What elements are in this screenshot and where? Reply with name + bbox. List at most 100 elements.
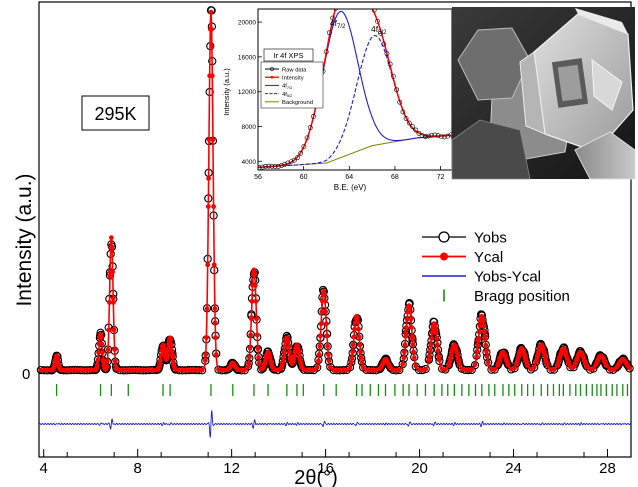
xps-peak-label: 4f5/2 xyxy=(371,24,387,36)
ycal-point xyxy=(55,358,61,363)
x-tick-label: 16 xyxy=(317,460,334,477)
ycal-point xyxy=(411,349,417,355)
xps-raw-data-point xyxy=(323,49,329,55)
ycal-point xyxy=(112,347,118,352)
ycal-point xyxy=(357,342,363,348)
legend-label: Ycal xyxy=(474,249,503,266)
ycal-point xyxy=(402,342,408,348)
xps-raw-data-point xyxy=(429,132,435,138)
xps-raw-data-point xyxy=(442,134,447,140)
xps-legend-item: Intensity xyxy=(265,76,304,82)
xps-raw-data-point xyxy=(259,164,265,170)
ycal-point xyxy=(123,367,129,373)
sem-image xyxy=(451,7,636,180)
ycal-point xyxy=(296,349,302,355)
xps-legend: Raw data Intensity 4f7/2 4f5/2 Background xyxy=(260,61,324,109)
xps-x-tick-label: 56 xyxy=(254,174,262,181)
xps-legend-label: 4f5/2 xyxy=(282,92,293,98)
xps-raw-data-point xyxy=(413,127,419,133)
ycal-point xyxy=(204,306,210,312)
ycal-point xyxy=(433,326,438,331)
ycal-point xyxy=(99,341,105,347)
ycal-point xyxy=(213,352,219,357)
ycal-point xyxy=(484,354,490,359)
ycal-point xyxy=(349,355,355,361)
x-tick-label: 24 xyxy=(505,460,522,477)
main-y-axis-label: Intensity (a.u.) xyxy=(13,173,36,306)
ycal-point xyxy=(105,347,111,352)
xps-raw-data-point xyxy=(311,114,316,119)
xps-raw-data-point xyxy=(384,51,390,57)
xps-raw-data-point xyxy=(422,134,428,139)
ycal-point xyxy=(484,348,489,354)
ycal-point xyxy=(326,358,332,364)
ycal-point xyxy=(189,367,195,373)
ycal-point xyxy=(165,346,171,351)
xps-title-box: Ir 4f XPS xyxy=(263,48,314,62)
ycal-point xyxy=(256,354,261,360)
main-plot-frame xyxy=(38,1,632,458)
ycal-point xyxy=(64,367,70,373)
xps-raw-data-point xyxy=(400,109,406,115)
xps-intensity-curve xyxy=(258,9,452,169)
ycal-point xyxy=(358,355,364,361)
ycal-point xyxy=(584,364,590,369)
ycal-point xyxy=(127,367,133,373)
ycal-point xyxy=(170,354,176,360)
xps-y-tick-label: 4000 xyxy=(242,159,257,166)
ycal-point xyxy=(472,362,478,368)
x-tick-label: 4 xyxy=(40,460,48,477)
ycal-point xyxy=(287,354,293,360)
xps-raw-data-point xyxy=(327,30,332,36)
ycal-point xyxy=(324,333,330,339)
ycal-point xyxy=(512,365,517,371)
ycal-point xyxy=(344,367,350,373)
ycal-point xyxy=(206,137,212,143)
xps-raw-data-point xyxy=(378,30,383,36)
ycal-point xyxy=(211,204,216,209)
ycal-point xyxy=(170,360,176,365)
ycal-point xyxy=(249,298,255,304)
ycal-point xyxy=(81,367,87,373)
xps-legend-item: 4f5/2 xyxy=(265,92,293,98)
xps-raw-data-point xyxy=(301,144,307,149)
ycal-point xyxy=(413,363,419,369)
ycal-point xyxy=(203,352,209,357)
xps-raw-data-point xyxy=(307,125,313,131)
ycal-point xyxy=(321,291,327,297)
ycal-point xyxy=(426,357,432,363)
ycal-point xyxy=(492,366,498,372)
ycal-point xyxy=(254,316,259,322)
ycal-point xyxy=(98,334,104,340)
ycal-point xyxy=(428,342,434,348)
xps-raw-data-point xyxy=(275,163,281,169)
temperature-label: 295K xyxy=(94,104,136,124)
ycal-point xyxy=(286,344,292,350)
ycal-point xyxy=(161,343,167,349)
legend-swatch-marker xyxy=(440,252,448,261)
ycal-point xyxy=(409,325,415,330)
xps-curves xyxy=(258,9,452,170)
ycal-point xyxy=(544,362,550,368)
ycal-point xyxy=(396,367,402,373)
ycal-point xyxy=(254,332,260,338)
ycal-point xyxy=(408,316,414,322)
ycal-point xyxy=(411,355,417,361)
ycal-point xyxy=(482,336,488,342)
xps-raw-data-point xyxy=(426,133,431,139)
xps-x-tick-label: 60 xyxy=(300,174,308,181)
xps-legend-item: Background xyxy=(265,100,313,106)
ycal-point xyxy=(356,334,362,340)
ycal-point xyxy=(477,323,483,329)
ycal-point xyxy=(209,43,215,49)
xps-legend-marker xyxy=(269,66,275,72)
xps-x-tick-label: 68 xyxy=(391,174,399,181)
ycal-point xyxy=(410,342,416,348)
ycal-point xyxy=(322,298,328,304)
ycal-point xyxy=(436,357,442,363)
ycal-point xyxy=(133,367,139,373)
ycal-point xyxy=(45,367,50,373)
ycal-point xyxy=(140,367,146,373)
xps-y-tick-label: 8000 xyxy=(242,124,257,131)
